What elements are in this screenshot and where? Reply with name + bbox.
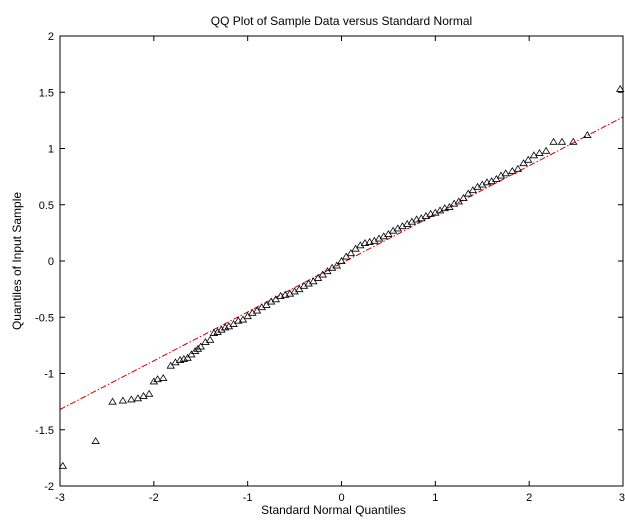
data-point [309, 277, 318, 285]
x-tick-label: 0 [338, 492, 344, 504]
data-point [535, 149, 544, 156]
data-point [519, 159, 528, 167]
reference-line [59, 116, 624, 410]
data-point [144, 389, 154, 397]
data-point [318, 270, 327, 278]
data-point [468, 186, 478, 194]
data-point [557, 137, 567, 145]
data-point [238, 315, 248, 323]
y-tick-label: 1.5 [39, 87, 54, 99]
data-point [412, 215, 421, 223]
data-point [229, 320, 238, 327]
data-point [615, 84, 625, 92]
data-point [276, 291, 285, 299]
data-point [346, 249, 356, 257]
y-axis-label: Quantiles of Input Sample [10, 192, 24, 330]
y-tick-label: -1.5 [35, 425, 54, 437]
data-point [459, 194, 468, 201]
data-point [271, 295, 281, 303]
x-tick-label: -1 [243, 492, 253, 504]
data-point [108, 397, 117, 405]
y-tick-label: 2 [48, 31, 54, 43]
data-point [523, 155, 533, 163]
data-point [91, 437, 100, 444]
y-tick-label: 0.5 [39, 200, 54, 212]
data-point [158, 374, 168, 381]
data-point [583, 131, 592, 138]
data-point [337, 257, 346, 264]
data-point [295, 285, 304, 293]
data-point [445, 203, 454, 210]
y-tick-label: 0 [48, 256, 54, 268]
data-point [190, 347, 200, 354]
x-tick-label: 1 [432, 492, 438, 504]
data-point [323, 267, 332, 275]
data-point [166, 361, 175, 369]
data-point [243, 312, 252, 320]
data-point [196, 342, 205, 350]
data-point [365, 237, 374, 245]
data-point [332, 261, 342, 269]
data-point [193, 344, 203, 352]
x-axis-label: Standard Normal Quantiles [261, 503, 406, 517]
y-tick-label: 1 [48, 144, 54, 156]
data-point [508, 167, 517, 174]
data-point [440, 204, 449, 212]
data-point [541, 146, 551, 154]
data-point [234, 316, 243, 324]
data-point [549, 137, 558, 145]
data-point [341, 252, 351, 260]
data-point [501, 169, 510, 177]
data-point [262, 300, 271, 308]
data-point [463, 189, 473, 197]
data-point [529, 151, 539, 159]
data-point [139, 392, 148, 399]
data-point [127, 395, 136, 403]
data-point [205, 335, 215, 343]
data-point [482, 178, 492, 186]
x-tick-label: 2 [526, 492, 532, 504]
data-point [252, 306, 262, 314]
data-point [454, 197, 464, 205]
data-point [492, 174, 501, 182]
y-tick-label: -2 [44, 481, 54, 493]
data-point [351, 244, 360, 252]
y-tick-label: -0.5 [35, 312, 54, 324]
data-point [513, 164, 523, 172]
x-tick-label: 3 [619, 492, 625, 504]
chart-title: QQ Plot of Sample Data versus Standard N… [211, 14, 472, 28]
data-point [133, 394, 143, 402]
data-point [313, 273, 323, 281]
data-point [58, 461, 68, 469]
data-point [183, 353, 192, 361]
data-point [426, 209, 435, 217]
y-tick-label: -1 [44, 369, 54, 381]
data-point [149, 377, 159, 385]
x-tick-label: -2 [149, 492, 159, 504]
data-point [384, 230, 393, 237]
data-point [187, 350, 196, 358]
data-point [360, 239, 370, 246]
data-point [153, 375, 162, 383]
data-point [217, 325, 226, 333]
data-point [118, 396, 128, 404]
x-tick-label: -3 [55, 492, 65, 504]
data-point [213, 327, 222, 335]
data-point [569, 137, 578, 145]
data-point [280, 290, 290, 298]
